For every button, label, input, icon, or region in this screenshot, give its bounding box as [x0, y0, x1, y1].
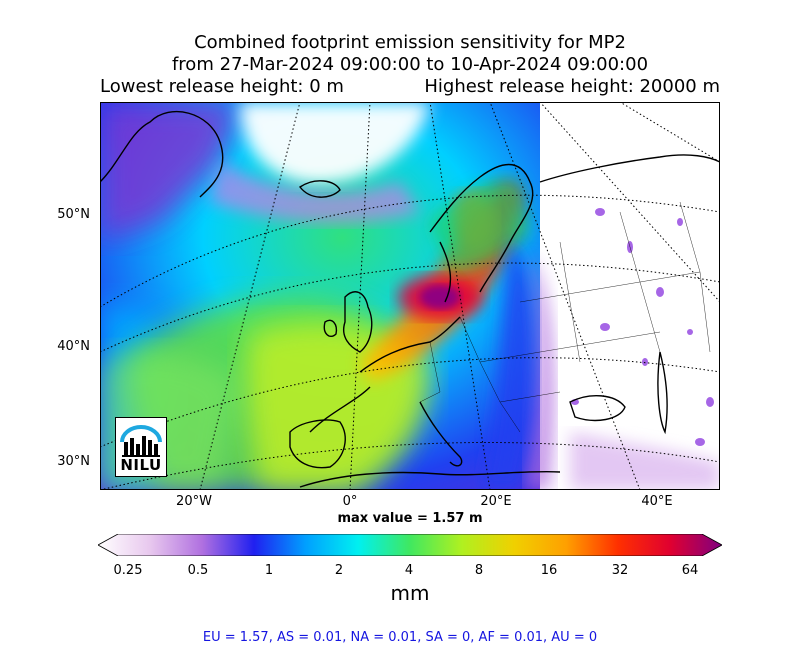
title-line-3: Lowest release height: 0 m Highest relea…	[100, 76, 720, 98]
colorbar-tick-2: 1	[264, 563, 274, 578]
lon-label-0: 0°	[342, 494, 358, 509]
country-borders	[419, 201, 711, 433]
nilu-logo: NILU	[115, 417, 167, 477]
colorbar	[98, 534, 722, 556]
title-line-1: Combined footprint emission sensitivity …	[194, 32, 626, 53]
max-value-label: max value = 1.57 m	[337, 511, 483, 526]
colorbar-tick-6: 16	[540, 563, 558, 578]
nilu-logo-text: NILU	[120, 456, 162, 474]
highest-release-height: Highest release height: 20000 m	[424, 76, 720, 97]
colorbar-tick-1: 0.5	[187, 563, 209, 578]
lon-label-20w: 20°W	[176, 494, 212, 509]
colorbar-tick-4: 4	[404, 563, 414, 578]
colorbar-tick-0: 0.25	[113, 563, 143, 578]
graticule	[100, 102, 720, 490]
footprint-map	[100, 102, 720, 490]
colorbar-units: mm	[390, 581, 430, 605]
colorbar-tick-7: 32	[611, 563, 629, 578]
title-line-2: from 27-Mar-2024 09:00:00 to 10-Apr-2024…	[171, 54, 649, 75]
region-totals: EU = 1.57, AS = 0.01, NA = 0.01, SA = 0,…	[202, 630, 598, 645]
lat-label-30n: 30°N	[57, 454, 90, 469]
colorbar-tick-8: 64	[681, 563, 699, 578]
nilu-logo-icon	[120, 425, 162, 457]
colorbar-tick-3: 2	[334, 563, 344, 578]
lon-label-40e: 40°E	[641, 494, 673, 509]
lowest-release-height: Lowest release height: 0 m	[100, 76, 344, 97]
colorbar-tick-5: 8	[474, 563, 484, 578]
lat-label-50n: 50°N	[57, 207, 90, 222]
coastlines	[100, 110, 720, 488]
lat-label-40n: 40°N	[57, 339, 90, 354]
lon-label-20e: 20°E	[480, 494, 512, 509]
